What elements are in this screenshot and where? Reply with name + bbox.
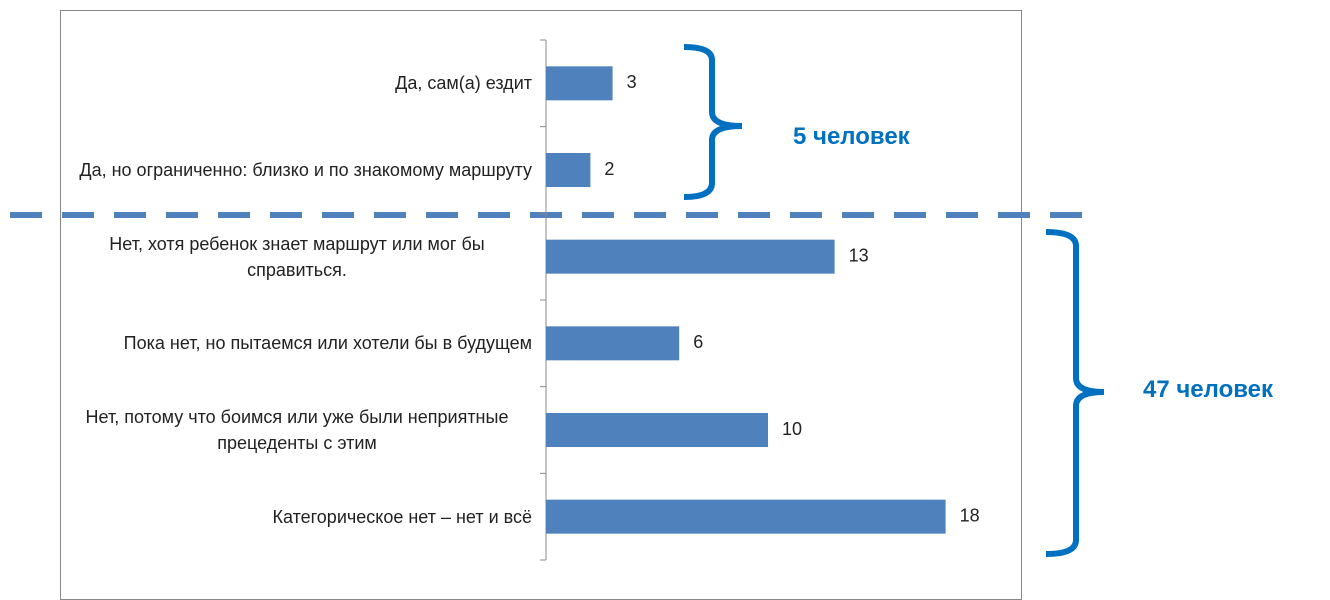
category-label: Нет, хотя ребенок знает маршрут или мог …	[109, 233, 485, 280]
brace	[1045, 229, 1105, 557]
category-label-box: Нет, хотя ребенок знает маршрут или мог …	[50, 231, 532, 283]
category-label: Категорическое нет – нет и всё	[272, 506, 532, 527]
category-label-box: Категорическое нет – нет и всё	[50, 504, 532, 530]
brace	[683, 44, 743, 200]
category-label-box: Да, но ограниченно: близко и по знакомом…	[50, 157, 532, 183]
category-label: Да, сам(а) ездит	[395, 73, 532, 94]
value-label: 3	[627, 72, 637, 92]
value-label: 13	[849, 245, 869, 265]
category-label-box: Да, сам(а) ездит	[50, 70, 532, 96]
value-label: 10	[782, 419, 802, 439]
bar	[546, 499, 946, 534]
chart: 3 2 13 6 10 18	[10, 39, 1105, 561]
value-label: 6	[693, 332, 703, 352]
category-label: Пока нет, но пытаемся или хотели бы в бу…	[123, 333, 532, 354]
annotation: 47 человек	[1143, 376, 1274, 403]
bar	[546, 413, 768, 447]
value-label: 2	[604, 159, 614, 179]
category-label: Нет, потому что боимся или уже были непр…	[85, 407, 509, 453]
bar	[546, 153, 591, 187]
page: {"chart_data": {"type": "bar", "orientat…	[10, 10, 1274, 600]
category-label-box: Пока нет, но пытаемся или хотели бы в бу…	[50, 330, 532, 356]
category-label: Да, но ограниченно: близко и по знакомом…	[79, 160, 532, 180]
category-label-box: Нет, потому что боимся или уже были непр…	[50, 404, 532, 456]
value-label: 18	[960, 505, 980, 525]
bar	[546, 326, 680, 361]
bar	[546, 239, 835, 274]
annotation: 5 человек	[793, 123, 910, 150]
bar	[546, 66, 613, 101]
